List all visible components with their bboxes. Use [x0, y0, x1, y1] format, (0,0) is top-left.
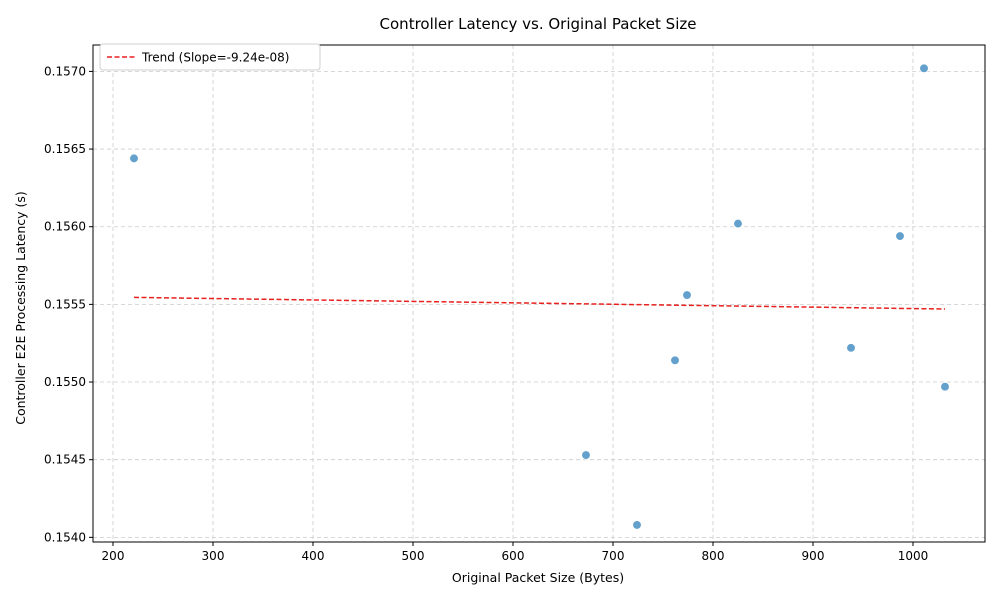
chart-title: Controller Latency vs. Original Packet S… [380, 15, 697, 33]
y-tick-label: 0.1540 [44, 530, 86, 544]
data-point [919, 63, 929, 73]
y-tick-label: 0.1565 [44, 142, 86, 156]
x-tick-label: 900 [802, 549, 825, 563]
x-tick-label: 400 [302, 549, 325, 563]
y-tick-label: 0.1570 [44, 64, 86, 78]
y-axis-label: Controller E2E Processing Latency (s) [13, 191, 28, 425]
x-tick-label: 200 [102, 549, 125, 563]
data-point [895, 231, 905, 241]
data-point [670, 355, 680, 365]
data-point [733, 218, 743, 229]
y-tick-label: 0.1550 [44, 375, 86, 389]
legend-trend-label: Trend (Slope=-9.24e-08) [141, 51, 289, 65]
y-tick-label: 0.1555 [44, 297, 86, 311]
trend-line [133, 296, 946, 310]
trend-layer [133, 296, 946, 310]
data-point [940, 382, 950, 392]
grid-lines [93, 45, 985, 542]
legend-box [99, 43, 321, 71]
data-point [581, 450, 591, 460]
x-tick-label: 800 [702, 549, 725, 563]
x-axis-ticks: 200 300 400 500 600 700 800 900 1000 [102, 542, 929, 563]
x-axis-label: Original Packet Size (Bytes) [452, 570, 624, 585]
data-point [682, 290, 692, 300]
x-tick-label: 500 [402, 549, 425, 563]
y-tick-label: 0.1560 [44, 220, 86, 234]
y-tick-label: 0.1545 [44, 453, 86, 467]
x-tick-label: 700 [602, 549, 625, 563]
data-point [632, 520, 642, 530]
y-axis-ticks: 0.1540 0.1545 0.1550 0.1555 0.1560 0.1565 0.15… [44, 64, 93, 544]
x-tick-label: 1000 [898, 549, 929, 563]
data-point [129, 153, 139, 164]
legend: Trend (Slope=-9.24e-08) [99, 43, 321, 71]
x-tick-label: 300 [202, 549, 225, 563]
data-points [129, 63, 950, 530]
plot-frame [92, 44, 986, 543]
x-tick-label: 600 [502, 549, 525, 563]
data-point [846, 343, 856, 353]
